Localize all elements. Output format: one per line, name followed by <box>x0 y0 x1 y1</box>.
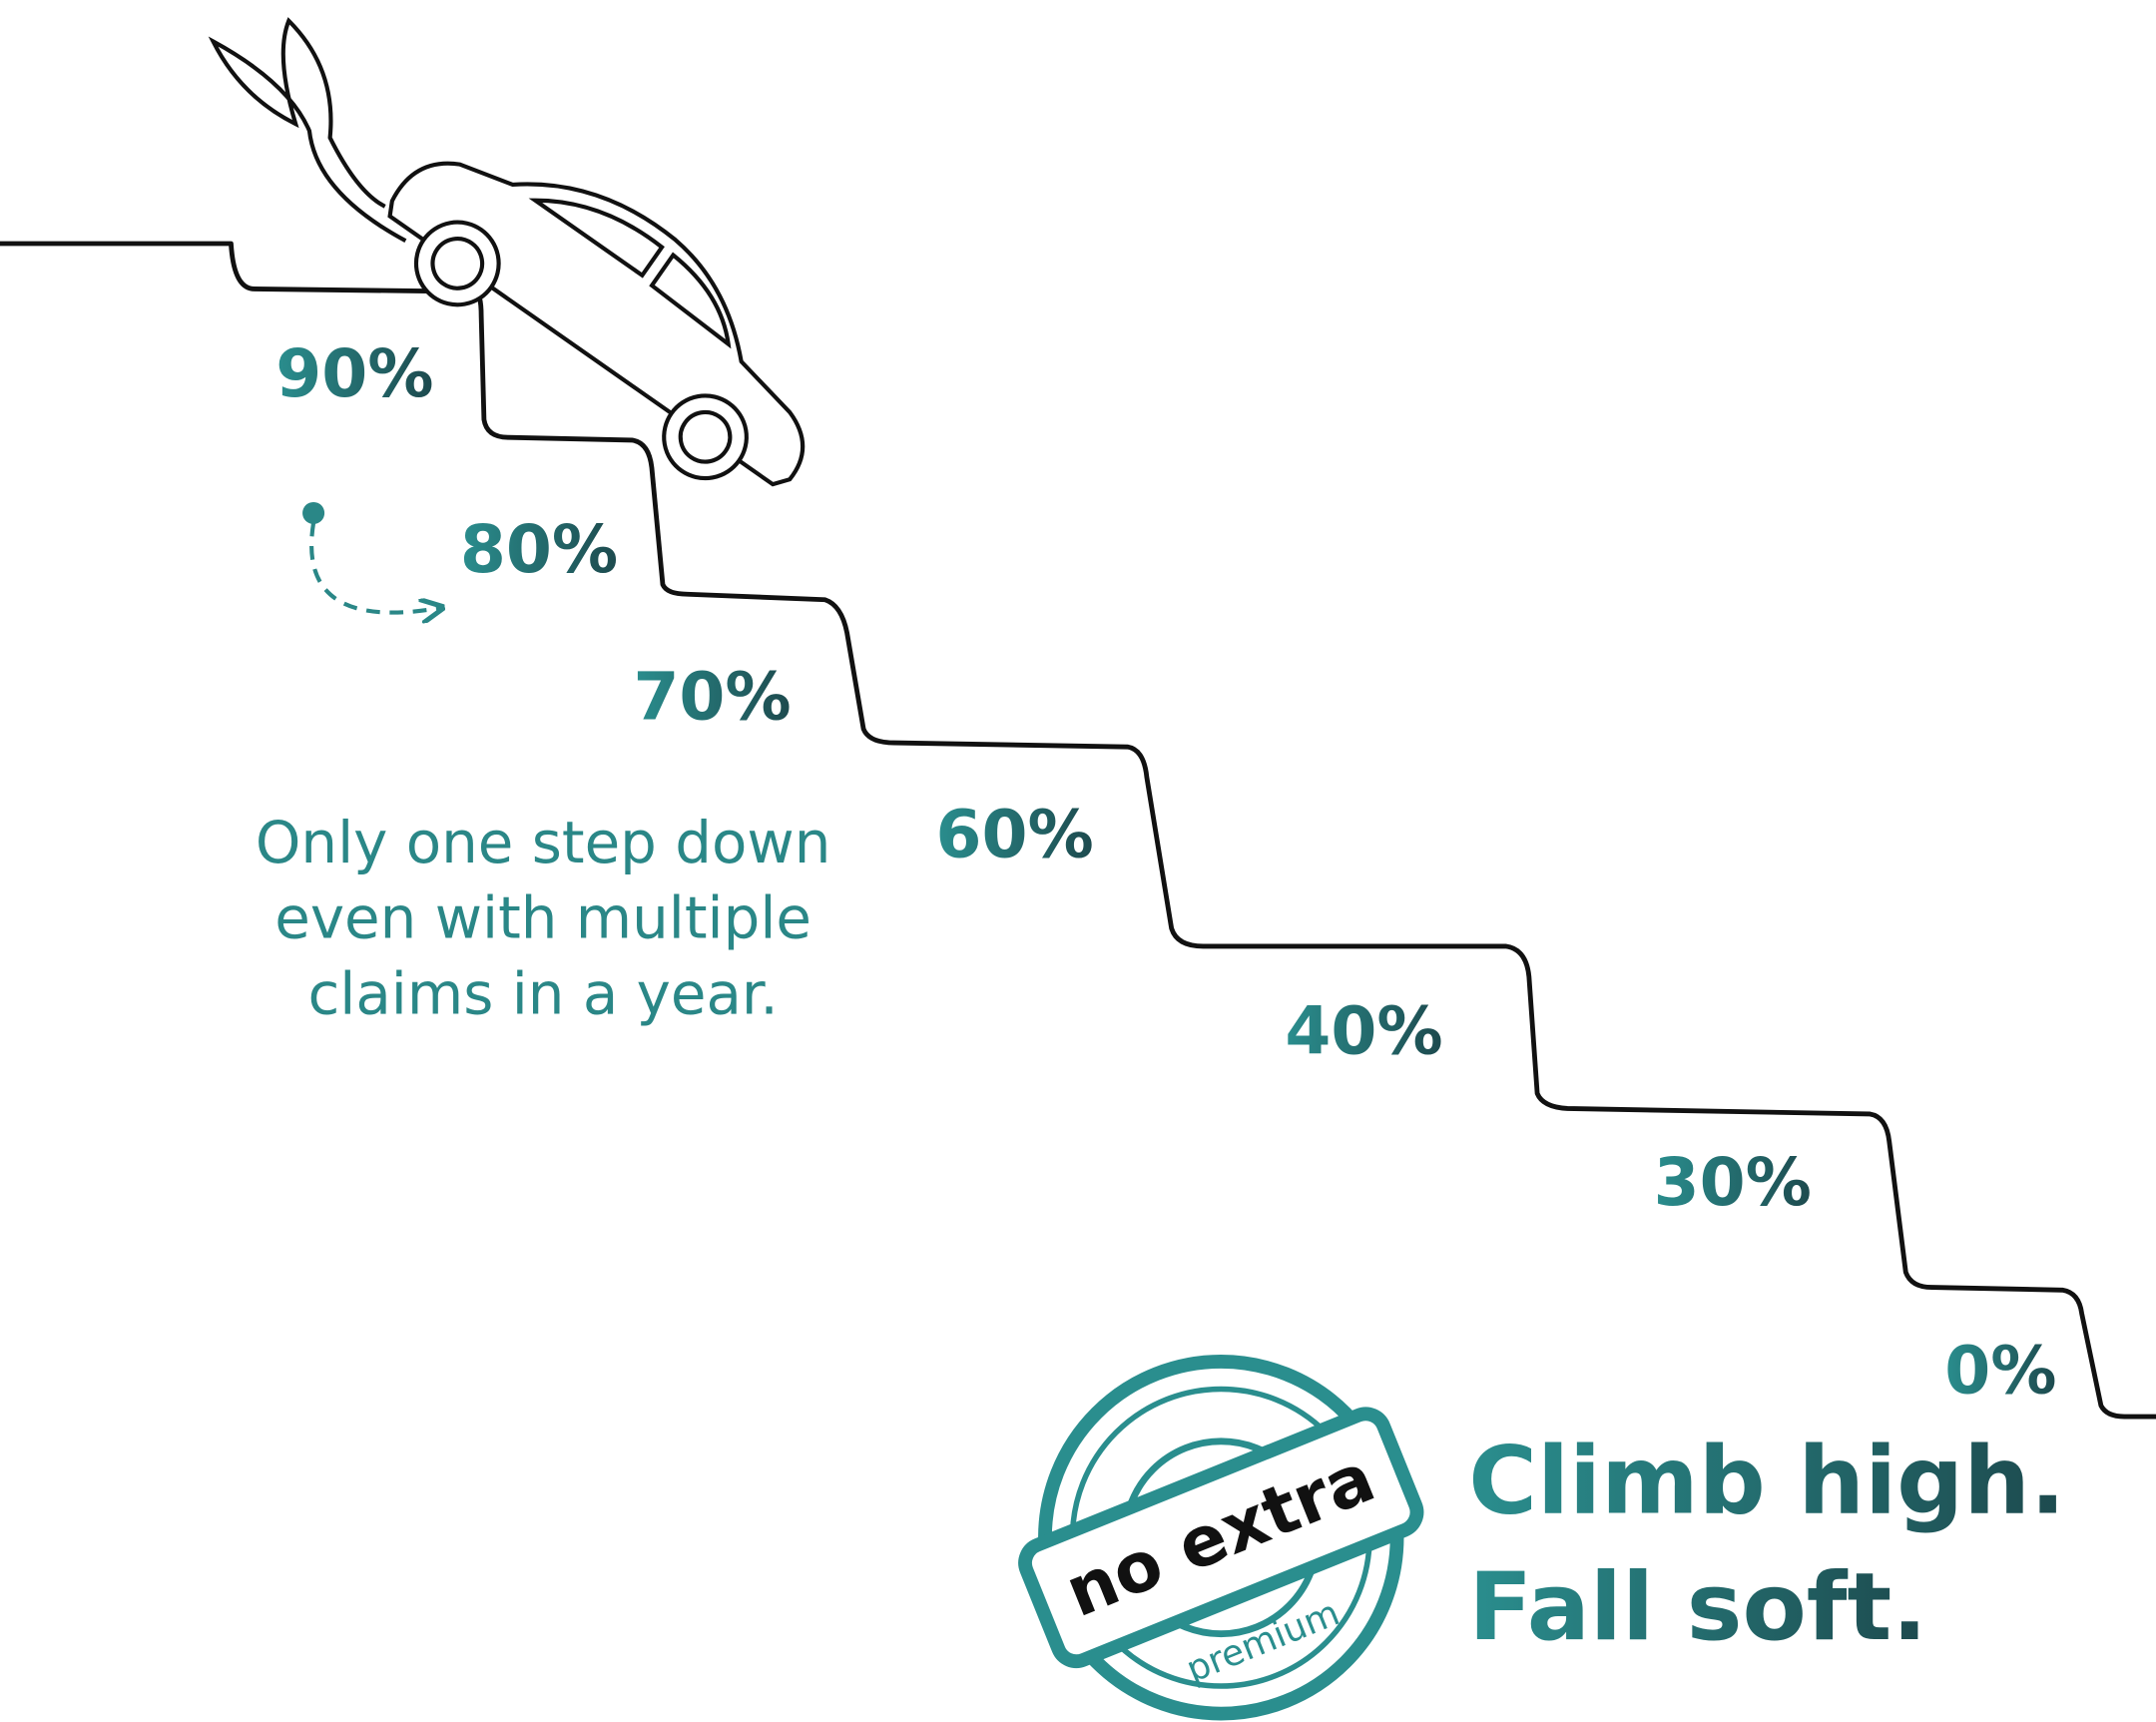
infographic: 90% 80%70% 60% 40% 30% 0% Only one step down e… <box>0 0 2156 1722</box>
step-label: 30% <box>1654 1144 1812 1221</box>
step-label: 40% <box>1285 992 1442 1069</box>
step-label: 80% <box>460 511 618 588</box>
note-line: Only one step down <box>256 809 831 876</box>
tagline: Fall soft. <box>1468 1553 1927 1662</box>
step-label: 0% <box>1944 1333 2056 1410</box>
step-label: 70% <box>633 659 791 736</box>
step-label: 60% <box>936 796 1094 872</box>
step-label: 90% <box>275 335 433 412</box>
smoke <box>214 21 406 241</box>
arrow-dot <box>302 502 324 524</box>
dashed-arrow <box>311 523 440 613</box>
tagline: Climb high. <box>1468 1427 2065 1535</box>
car <box>359 93 864 525</box>
note-line: even with multiple <box>274 884 811 952</box>
stamp: no extra premium <box>1019 1362 1449 1722</box>
note-line: claims in a year. <box>307 959 778 1027</box>
